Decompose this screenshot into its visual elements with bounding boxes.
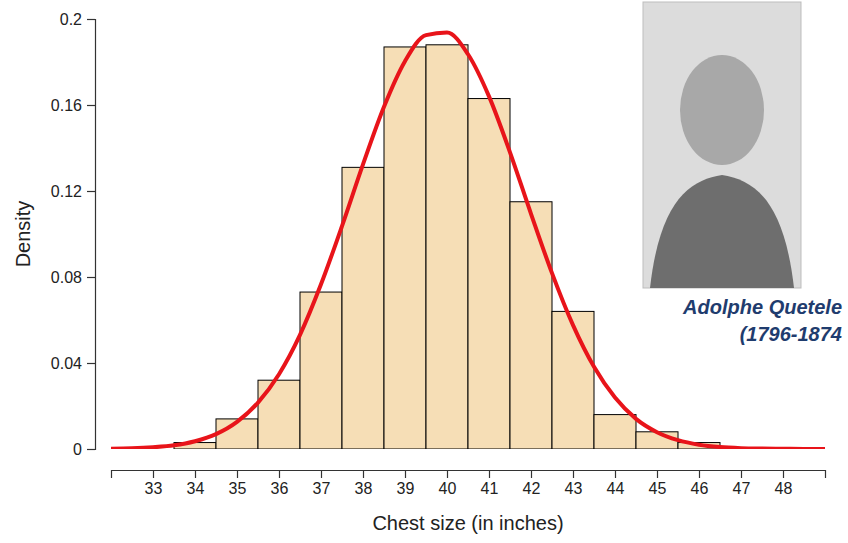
tick-label: 0.2 xyxy=(60,11,82,28)
tick-mark xyxy=(279,470,280,478)
tick-mark xyxy=(699,470,700,478)
tick-mark xyxy=(657,470,658,478)
tick: 37 xyxy=(313,470,331,497)
tick-label: 0 xyxy=(73,441,82,458)
tick-label: 0.16 xyxy=(51,97,82,114)
annotation: (1796-1874 xyxy=(740,323,842,345)
tick-label: 0.04 xyxy=(51,355,82,372)
tick: 35 xyxy=(229,470,247,497)
tick-label: 33 xyxy=(145,480,163,497)
tick-mark xyxy=(153,470,154,478)
portrait-body xyxy=(650,175,794,288)
tick-label: 38 xyxy=(355,480,373,497)
tick-mark xyxy=(531,470,532,478)
tick-label: 48 xyxy=(775,480,793,497)
tick: 0.08 xyxy=(51,269,95,286)
tick-mark xyxy=(87,363,95,364)
tick: 33 xyxy=(145,470,163,497)
tick-mark xyxy=(195,470,196,478)
x-axis-title: Chest size (in inches) xyxy=(372,512,563,534)
tick-mark xyxy=(447,470,448,478)
tick-mark xyxy=(237,470,238,478)
tick: 0.12 xyxy=(51,183,95,200)
tick-label: 46 xyxy=(691,480,709,497)
tick: 41 xyxy=(481,470,499,497)
tick-mark xyxy=(741,470,742,478)
tick-mark xyxy=(87,191,95,192)
histogram-bar xyxy=(510,202,552,449)
tick-label: 45 xyxy=(649,480,667,497)
tick-label: 47 xyxy=(733,480,751,497)
tick-label: 41 xyxy=(481,480,499,497)
tick-mark xyxy=(87,277,95,278)
tick: 42 xyxy=(523,470,541,497)
tick: 43 xyxy=(565,470,583,497)
histogram-bar xyxy=(468,99,510,449)
tick-label: 43 xyxy=(565,480,583,497)
tick: 45 xyxy=(649,470,667,497)
tick-mark xyxy=(87,449,95,450)
tick: 48 xyxy=(775,470,793,497)
portrait-head xyxy=(680,55,764,165)
histogram-bar xyxy=(552,311,594,449)
y-axis-title: Density xyxy=(12,201,34,268)
tick: 0.04 xyxy=(51,355,95,372)
tick-label: 37 xyxy=(313,480,331,497)
tick: 44 xyxy=(607,470,625,497)
tick-label: 44 xyxy=(607,480,625,497)
tick-label: 42 xyxy=(523,480,541,497)
tick-label: 0.12 xyxy=(51,183,82,200)
tick: 0 xyxy=(73,441,95,458)
histogram-bar xyxy=(594,415,636,449)
tick-mark xyxy=(87,19,95,20)
annotation: Adolphe Quetele xyxy=(682,296,842,318)
tick-mark xyxy=(489,470,490,478)
tick-mark xyxy=(615,470,616,478)
tick-mark xyxy=(783,470,784,478)
tick-mark xyxy=(573,470,574,478)
tick: 0.16 xyxy=(51,97,95,114)
tick-label: 36 xyxy=(271,480,289,497)
x-axis-line xyxy=(112,471,826,479)
tick: 47 xyxy=(733,470,751,497)
tick: 40 xyxy=(439,470,457,497)
tick-mark xyxy=(87,105,95,106)
tick-label: 35 xyxy=(229,480,247,497)
portrait-frame xyxy=(643,2,801,288)
tick-mark xyxy=(321,470,322,478)
x-axis: 33 34 35 36 37 38 39 40 41 42 43 44 45 46 47 48 xyxy=(112,470,826,497)
tick-label: 0.08 xyxy=(51,269,82,286)
tick: 0.2 xyxy=(60,11,95,28)
y-axis: 0 0.04 0.08 0.12 0.16 0.2 xyxy=(51,11,96,458)
chart: 33 34 35 36 37 38 39 40 41 42 43 44 45 46 47 48 0 0.04 0.0… xyxy=(0,0,848,543)
histogram-bar xyxy=(426,45,468,449)
tick: 36 xyxy=(271,470,289,497)
histogram-bar xyxy=(258,380,300,449)
tick-mark xyxy=(405,470,406,478)
y-axis-line xyxy=(87,20,96,450)
tick-label: 39 xyxy=(397,480,415,497)
tick: 39 xyxy=(397,470,415,497)
tick: 34 xyxy=(187,470,205,497)
tick-label: 34 xyxy=(187,480,205,497)
tick: 38 xyxy=(355,470,373,497)
tick-label: 40 xyxy=(439,480,457,497)
tick: 46 xyxy=(691,470,709,497)
histogram-bar xyxy=(384,47,426,449)
portrait xyxy=(643,2,801,288)
tick-mark xyxy=(363,470,364,478)
plot-area xyxy=(111,33,825,449)
density-curve xyxy=(111,33,825,449)
